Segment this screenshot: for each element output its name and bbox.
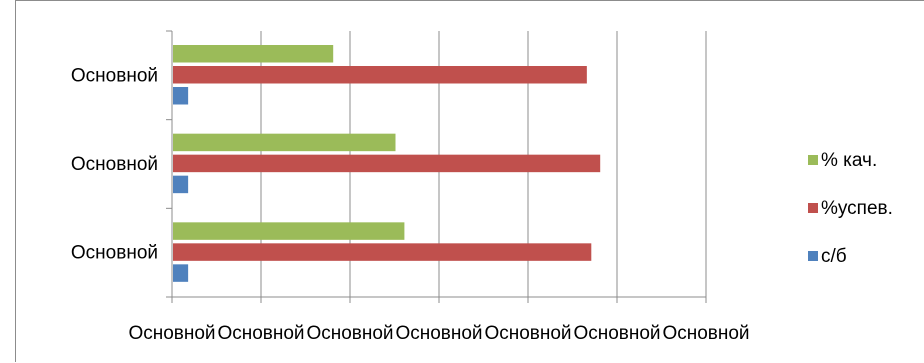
x-tick-labels: Основной Основной Основной Основной Основной… [128, 323, 749, 344]
bar-2-1 [173, 133, 396, 152]
x-tick-label-5: Основной [484, 323, 571, 344]
legend-label-3: с/б [821, 246, 847, 267]
x-tick-label-6: Основной [573, 323, 660, 344]
bar-1-1 [173, 222, 405, 240]
category-label-1: Основной [71, 243, 158, 264]
category-label-3: Основной [71, 65, 158, 86]
x-tick-label-1: Основной [128, 323, 215, 344]
legend: % кач. %успев. с/б [808, 150, 893, 267]
category-labels: Основной Основной Основной [71, 65, 158, 263]
x-tick-label-7: Основной [662, 323, 749, 344]
bar-1-2 [173, 243, 592, 261]
x-tick-label-4: Основной [395, 323, 482, 344]
legend-swatch-1 [808, 155, 818, 165]
bars [173, 45, 601, 282]
bar-3-3 [173, 87, 189, 105]
x-tick-label-3: Основной [306, 323, 393, 344]
x-tick-label-2: Основной [217, 323, 304, 344]
bar-1-3 [173, 264, 189, 282]
legend-label-1: % кач. [821, 150, 877, 171]
legend-swatch-2 [808, 203, 818, 213]
bar-3-2 [173, 66, 587, 84]
chart-area: Основной Основной Основной Основной Основно… [15, 0, 924, 362]
category-label-2: Основной [71, 154, 158, 175]
legend-swatch-3 [808, 251, 818, 261]
legend-label-2: %успев. [821, 198, 893, 219]
bar-2-3 [173, 175, 189, 194]
bar-2-2 [173, 154, 601, 173]
axes [166, 30, 707, 303]
bar-3-1 [173, 45, 334, 63]
